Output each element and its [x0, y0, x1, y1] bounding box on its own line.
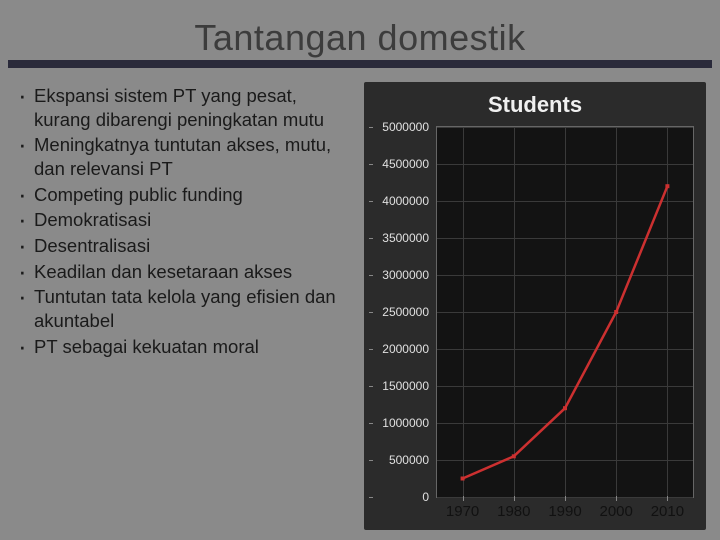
bullet-item: Desentralisasi	[18, 234, 354, 258]
bullet-item: Demokratisasi	[18, 208, 354, 232]
x-tick-label: 1970	[446, 503, 479, 520]
y-tick-label: 5000000	[382, 120, 429, 134]
x-tick-label: 2000	[600, 503, 633, 520]
y-tick-label: 4500000	[382, 157, 429, 171]
y-tick-label: 0	[422, 490, 429, 504]
bullet-item: Tuntutan tata kelola yang efisien dan ak…	[18, 285, 354, 332]
bullet-item: PT sebagai kekuatan moral	[18, 335, 354, 359]
content-row: Ekspansi sistem PT yang pesat, kurang di…	[0, 76, 720, 540]
plot-area: 0500000100000015000002000000250000030000…	[436, 126, 694, 498]
x-tick-label: 2010	[651, 503, 684, 520]
y-tick-label: 500000	[389, 453, 429, 467]
bullet-item: Keadilan dan kesetaraan akses	[18, 260, 354, 284]
y-tick-label: 3000000	[382, 268, 429, 282]
chart-container: Students 0500000100000015000002000000250…	[360, 76, 720, 540]
y-tick-label: 2500000	[382, 305, 429, 319]
x-axis-ticks: 1970 1980 1990 2000 2010	[437, 497, 693, 521]
x-tick-label: 1990	[548, 503, 581, 520]
page-title: Tantangan domestik	[194, 17, 525, 59]
chart-title: Students	[376, 92, 694, 118]
title-bar: Tantangan domestik	[0, 8, 720, 68]
y-axis-ticks: 0500000100000015000002000000250000030000…	[373, 127, 433, 497]
x-tick-label: 1980	[497, 503, 530, 520]
y-tick-label: 2000000	[382, 342, 429, 356]
chart-card: Students 0500000100000015000002000000250…	[364, 82, 706, 530]
bullet-item: Competing public funding	[18, 183, 354, 207]
bullet-item: Ekspansi sistem PT yang pesat, kurang di…	[18, 84, 354, 131]
title-underline	[8, 60, 712, 68]
y-tick-label: 4000000	[382, 194, 429, 208]
bullet-item: Meningkatnya tuntutan akses, mutu, dan r…	[18, 133, 354, 180]
y-tick-label: 3500000	[382, 231, 429, 245]
y-tick-label: 1000000	[382, 416, 429, 430]
chart-line	[437, 127, 693, 497]
y-tick-label: 1500000	[382, 379, 429, 393]
bullet-list: Ekspansi sistem PT yang pesat, kurang di…	[0, 76, 360, 540]
